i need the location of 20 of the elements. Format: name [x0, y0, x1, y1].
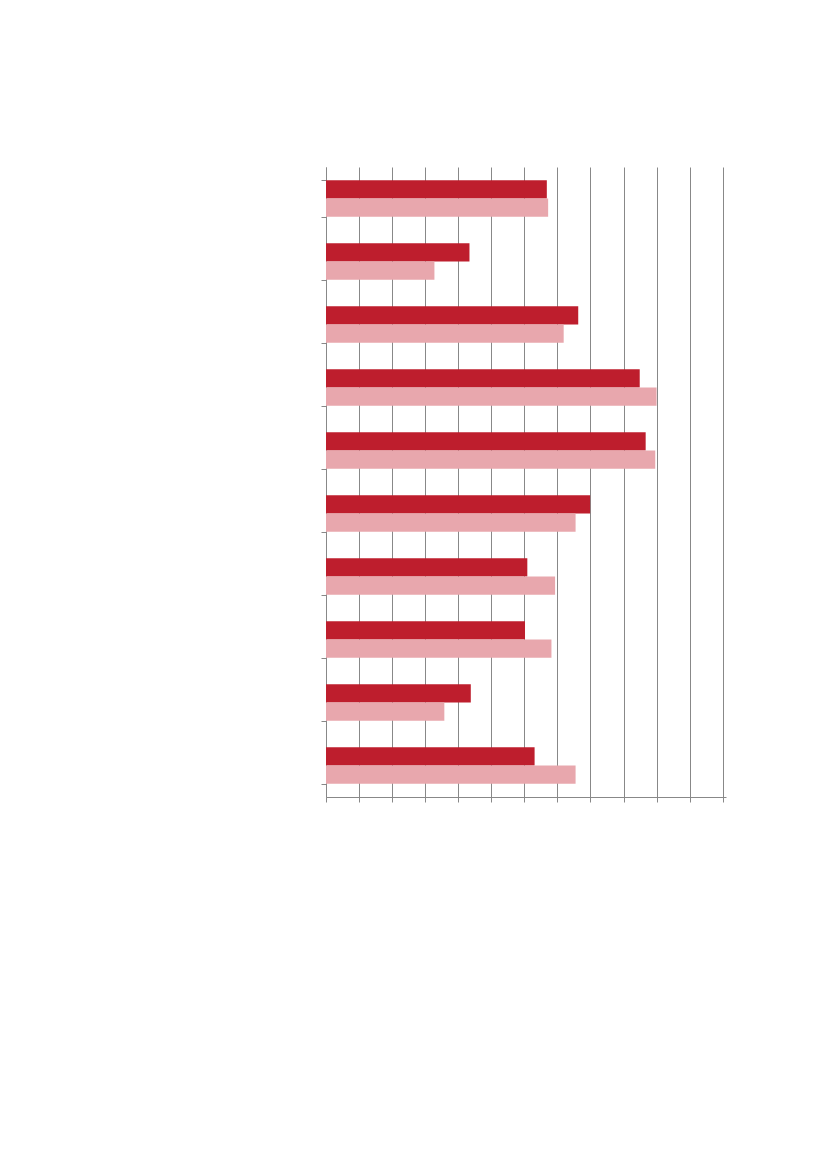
bar [326, 198, 549, 217]
bar [326, 261, 435, 280]
bar [326, 306, 579, 325]
bar [326, 765, 576, 784]
bar [326, 324, 564, 343]
bar [326, 513, 576, 532]
bar [326, 369, 640, 388]
bar [326, 684, 471, 703]
bar [326, 495, 591, 514]
bar [326, 180, 547, 199]
bar [326, 576, 556, 595]
bar [326, 621, 526, 640]
bar [326, 432, 646, 451]
bar [326, 387, 657, 406]
bar [326, 702, 445, 721]
bar [326, 747, 535, 766]
bar [326, 639, 552, 658]
bar [326, 558, 528, 577]
bar [326, 243, 470, 262]
bar [326, 450, 656, 469]
